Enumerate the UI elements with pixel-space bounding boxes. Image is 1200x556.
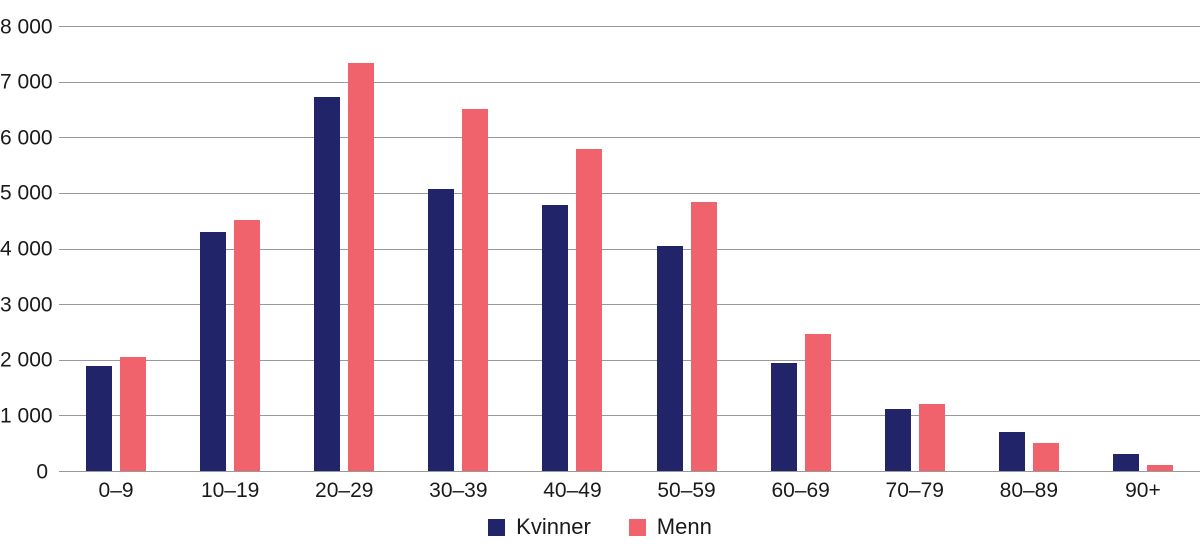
- bar-kvinner-0-9: [86, 366, 113, 471]
- legend-label-kvinner: Kvinner: [516, 514, 591, 539]
- bar-kvinner-10-19: [200, 232, 227, 471]
- bar-kvinner-70-79: [884, 408, 911, 471]
- bar-menn-60-69: [804, 334, 831, 471]
- bar-kvinner-20-29: [314, 97, 341, 471]
- bar-kvinner-30-39: [428, 188, 455, 471]
- gridline-5000: [59, 192, 1200, 194]
- gridline-0: [59, 471, 1200, 472]
- bar-kvinner-40-49: [542, 204, 569, 471]
- gridline-2000: [59, 359, 1200, 361]
- x-axis-tick-label-0-9: 0–9: [98, 479, 134, 502]
- x-axis-tick-label-40-49: 40–49: [543, 479, 602, 502]
- bar-menn-10-19: [234, 220, 261, 471]
- legend-item-kvinner: Kvinner: [488, 516, 591, 538]
- bar-kvinner-80-89: [998, 432, 1025, 471]
- bar-kvinner-90plus: [1112, 453, 1139, 471]
- bar-menn-20-29: [348, 63, 375, 471]
- bar-kvinner-50-59: [656, 246, 683, 471]
- bar-menn-30-39: [462, 108, 489, 471]
- x-axis-tick-label-20-29: 20–29: [315, 479, 374, 502]
- x-axis-tick-label-70-79: 70–79: [885, 479, 944, 502]
- legend-swatch-menn-icon: [628, 518, 646, 536]
- gridline-8000: [59, 26, 1200, 27]
- y-axis-tick-label-3000: 3 000: [0, 293, 53, 317]
- gridline-3000: [59, 304, 1200, 306]
- bar-menn-50-59: [690, 201, 717, 471]
- y-axis-tick-label-8000: 8 000: [0, 15, 53, 38]
- y-axis-tick-label-6000: 6 000: [0, 126, 53, 150]
- x-axis-tick-label-30-39: 30–39: [429, 479, 488, 502]
- gridline-1000: [59, 415, 1200, 417]
- y-axis-tick-label-1000: 1 000: [0, 404, 53, 428]
- legend-swatch-kvinner-icon: [488, 518, 506, 536]
- x-axis-tick-label-60-69: 60–69: [771, 479, 830, 502]
- bar-menn-90plus: [1146, 464, 1173, 471]
- y-axis-tick-label-4000: 4 000: [0, 237, 53, 261]
- x-axis-tick-label-50-59: 50–59: [657, 479, 716, 502]
- y-axis-tick-label-7000: 7 000: [0, 70, 53, 94]
- gridline-7000: [59, 81, 1200, 83]
- y-axis-tick-label-0: 0: [36, 460, 48, 483]
- legend-item-menn: Menn: [628, 514, 712, 539]
- x-axis-tick-label-90plus: 90+: [1125, 479, 1161, 502]
- bar-menn-80-89: [1032, 443, 1059, 471]
- bar-kvinner-60-69: [770, 363, 797, 471]
- y-axis-tick-label-5000: 5 000: [0, 181, 53, 205]
- bar-menn-70-79: [918, 403, 945, 471]
- legend: Kvinner Menn: [0, 516, 1200, 538]
- x-axis-tick-label-80-89: 80–89: [999, 479, 1059, 502]
- bar-menn-40-49: [576, 148, 603, 471]
- gridline-4000: [59, 248, 1200, 250]
- bar-menn-0-9: [120, 356, 147, 471]
- x-axis-tick-label-10-19: 10–19: [200, 479, 260, 502]
- gridline-6000: [59, 137, 1200, 139]
- y-axis-tick-label-2000: 2 000: [0, 348, 53, 372]
- legend-label-menn: Menn: [656, 514, 712, 539]
